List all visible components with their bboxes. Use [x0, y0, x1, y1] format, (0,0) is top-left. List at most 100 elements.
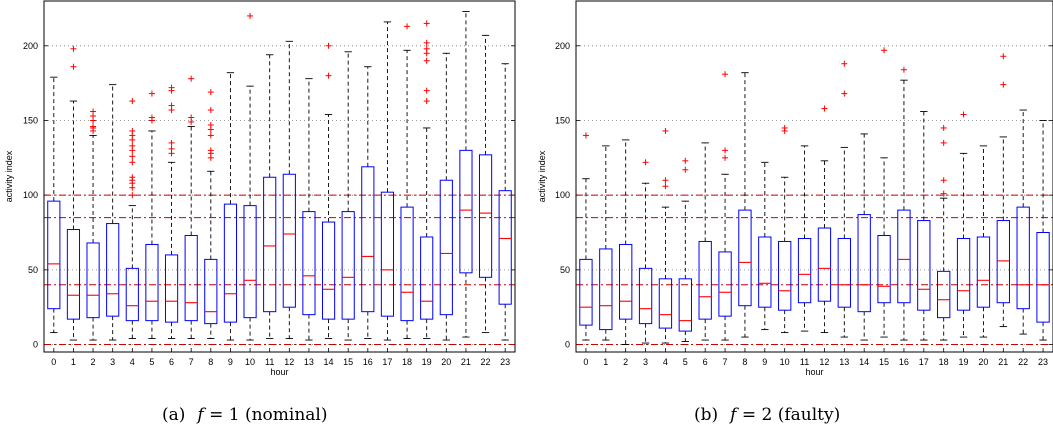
outlier-point: [423, 45, 430, 52]
outlier-point: [1000, 81, 1007, 88]
outlier-point: [423, 57, 430, 64]
outlier-point: [722, 147, 729, 154]
outlier-point: [841, 90, 848, 97]
box-iqr: [857, 214, 871, 313]
box-hour-17: [917, 111, 931, 341]
x-tick-label: 0: [583, 357, 588, 367]
x-tick-label: 15: [879, 357, 889, 367]
x-tick-label: 5: [683, 357, 688, 367]
box-hour-9: [758, 161, 772, 331]
box-hour-3: [106, 84, 120, 341]
outlier-point: [70, 63, 77, 70]
box-iqr: [498, 190, 512, 305]
box-hour-20: [976, 145, 991, 338]
box-hour-0: [579, 132, 593, 341]
box-iqr: [145, 243, 159, 322]
x-tick-label: 16: [899, 357, 909, 367]
x-tick-label: 21: [998, 357, 1008, 367]
box-iqr: [976, 236, 991, 308]
box-hour-22: [478, 34, 493, 334]
x-tick-label: 18: [939, 357, 949, 367]
outlier-point: [423, 20, 430, 27]
outlier-point: [188, 75, 195, 82]
outlier-point: [188, 114, 195, 121]
caption-label: (a): [162, 405, 185, 425]
x-tick-label: 10: [780, 357, 790, 367]
box-iqr: [302, 211, 316, 316]
box-hour-6: [164, 84, 179, 340]
box-hour-19: [956, 111, 971, 338]
x-tick-label: 14: [859, 357, 869, 367]
outlier-point: [168, 84, 175, 91]
x-tick-label: 22: [481, 357, 491, 367]
box-iqr: [619, 243, 633, 320]
x-tick-label: 18: [402, 357, 412, 367]
x-tick-label: 19: [959, 357, 969, 367]
box-hour-4: [125, 98, 139, 340]
box-iqr: [1016, 206, 1030, 310]
box-hour-14: [857, 133, 871, 341]
outlier-point: [722, 71, 729, 78]
x-tick-label: 6: [703, 357, 708, 367]
box-iqr: [439, 179, 453, 316]
x-tick-label: 20: [441, 357, 451, 367]
x-tick-label: 23: [500, 357, 510, 367]
outlier-point: [900, 66, 907, 73]
box-iqr: [738, 209, 752, 307]
box-iqr: [223, 203, 238, 323]
outlier-point: [423, 87, 430, 94]
outlier-point: [207, 121, 214, 128]
box-iqr: [164, 254, 179, 323]
box-iqr: [361, 166, 375, 313]
box-iqr: [400, 206, 414, 322]
box-hour-12: [282, 40, 296, 340]
outlier-point: [168, 102, 175, 109]
outlier-point: [129, 153, 136, 160]
y-tick-label: 100: [23, 190, 38, 200]
box-hour-10: [243, 12, 257, 341]
y-tick-label: 0: [565, 340, 570, 350]
box-iqr: [817, 227, 832, 302]
x-tick-label: 17: [919, 357, 929, 367]
box-hour-21: [996, 53, 1010, 328]
x-axis-label: hour: [270, 367, 288, 377]
box-iqr: [917, 220, 931, 311]
outlier-point: [940, 190, 947, 197]
x-tick-label: 9: [762, 357, 767, 367]
x-tick-label: 13: [304, 357, 314, 367]
caption-text: = 2 (faulty): [736, 405, 840, 425]
outlier-point: [207, 89, 214, 96]
box-iqr: [678, 278, 692, 332]
box-hour-16: [361, 66, 375, 340]
box-iqr: [778, 240, 792, 311]
outlier-point: [881, 47, 888, 54]
outlier-point: [70, 45, 77, 52]
box-hour-18: [937, 124, 951, 341]
box-iqr: [877, 234, 891, 304]
x-tick-label: 12: [284, 357, 294, 367]
box-hour-19: [420, 20, 434, 340]
x-tick-label: 16: [363, 357, 373, 367]
caption-variable: f: [728, 405, 739, 425]
box-hour-13: [302, 78, 316, 341]
box-hour-2: [86, 108, 100, 341]
outlier-point: [168, 139, 175, 146]
box-hour-3: [638, 159, 653, 344]
y-axis-label: activity index: [537, 150, 547, 202]
box-iqr: [956, 237, 971, 311]
box-iqr: [86, 242, 100, 319]
outlier-point: [325, 42, 332, 49]
outlier-point: [960, 111, 967, 118]
box-iqr: [897, 209, 911, 304]
plot-frame: [43, 0, 516, 353]
box-hour-9: [223, 72, 238, 341]
outlier-point: [1000, 53, 1007, 60]
x-tick-label: 1: [603, 357, 608, 367]
box-hour-18: [400, 23, 414, 340]
box-hour-21: [459, 11, 473, 338]
x-tick-label: 2: [91, 357, 96, 367]
y-axis-label: activity index: [4, 150, 14, 202]
box-hour-8: [204, 89, 218, 340]
outlier-point: [662, 183, 669, 190]
box-iqr: [420, 236, 434, 320]
